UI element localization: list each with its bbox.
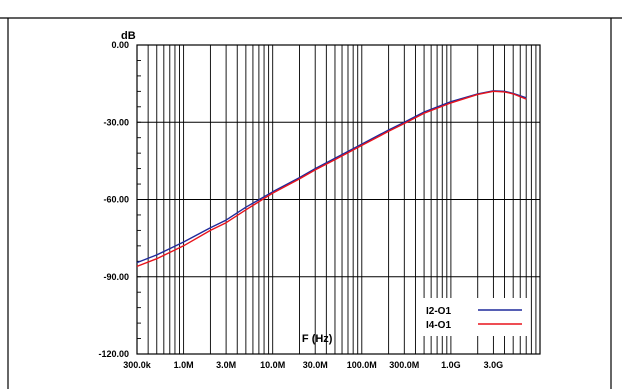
x-tick-label: 300.0k	[123, 360, 152, 370]
x-tick-label: 1.0G	[441, 360, 461, 370]
x-tick-label: 1.0M	[174, 360, 194, 370]
series-line-i4-o1	[136, 90, 527, 268]
y-tick-label: 0.00	[111, 40, 129, 50]
legend-label: I4-O1	[426, 320, 451, 331]
series-layer	[136, 90, 527, 268]
axis-layer: dB F (Hz)	[121, 30, 333, 345]
x-axis-label: F (Hz)	[302, 333, 333, 345]
x-tick-label: 30.0M	[303, 360, 328, 370]
series-line-i2-o1	[136, 90, 527, 264]
legend-label: I2-O1	[426, 306, 451, 317]
x-tick-label: 3.0M	[216, 360, 236, 370]
tick-label-layer: 300.0k 1.0M 3.0M 10.0M 30.0M 100.0M 300.0M 1.0G…	[98, 40, 503, 370]
y-tick-label: -120.00	[98, 349, 129, 359]
y-tick-label: -60.00	[103, 195, 129, 205]
x-tick-label: 10.0M	[260, 360, 285, 370]
legend: I2-O1 I4-O1	[420, 298, 530, 336]
x-tick-label: 3.0G	[484, 360, 504, 370]
y-tick-label: -30.00	[103, 117, 129, 127]
plot-border	[136, 44, 541, 355]
legend-box	[420, 298, 530, 336]
x-tick-label: 300.0M	[389, 360, 419, 370]
y-tick-label: -90.00	[103, 272, 129, 282]
y-axis-label: dB	[121, 30, 136, 42]
x-tick-label: 100.0M	[347, 360, 377, 370]
